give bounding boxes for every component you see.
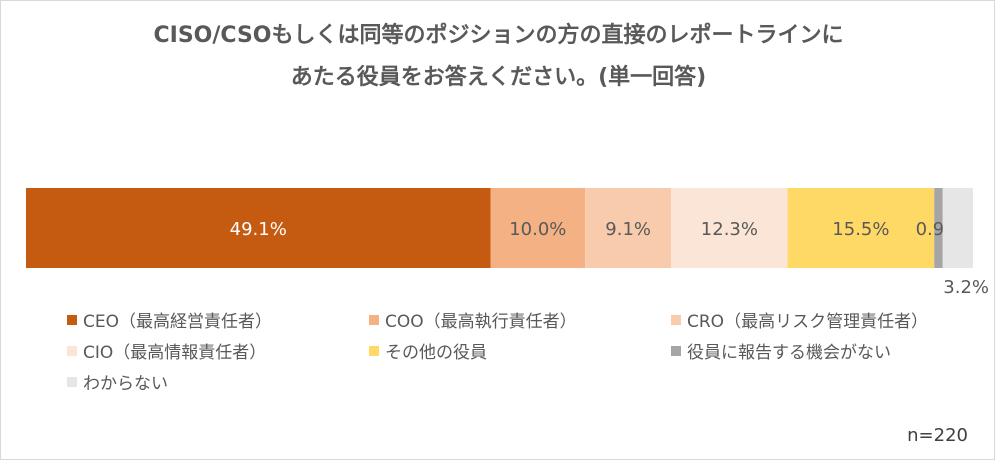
legend-item-1: CEO（最高経営責任者）: [67, 307, 272, 332]
sample-size-note: n=220: [907, 425, 968, 446]
legend-item-2: COO（最高執行責任者）: [369, 307, 577, 332]
bar-segment-2: [490, 188, 586, 268]
data-label-7: 3.2%: [943, 277, 989, 298]
bar-segment-6: [934, 188, 943, 268]
legend-label: CRO（最高リスク管理責任者）: [687, 312, 929, 332]
data-label-5: 15.5%: [832, 219, 889, 240]
stacked-bar-chart: 49.1% 10.0% 9.1% 12.3% 15.5% 0.9%3.2%: [26, 188, 989, 298]
legend-swatch: [671, 314, 681, 325]
legend-swatch: [369, 345, 379, 356]
bar-segment-3: [585, 188, 672, 268]
legend-label: CIO（最高情報責任者）: [83, 343, 267, 363]
data-label-2: 10.0%: [509, 219, 566, 240]
bar-segment-4: [671, 188, 788, 268]
legend-item-7: わからない: [67, 369, 168, 394]
legend-label: COO（最高執行責任者）: [385, 312, 577, 332]
data-label-1: 49.1%: [230, 219, 287, 240]
chart-title-line-1: CISO/CSOもしくは同等のポジションの方の直接のレポートラインに: [153, 23, 844, 48]
legend-label: わからない: [83, 374, 168, 394]
legend-item-5: その他の役員: [369, 338, 487, 363]
legend-item-3: CRO（最高リスク管理責任者）: [671, 307, 928, 332]
legend-label: その他の役員: [385, 343, 487, 363]
legend-swatch: [671, 345, 681, 356]
legend-item-6: 役員に報告する機会がない: [671, 338, 891, 363]
legend-swatch: [67, 345, 77, 356]
bar-segment-5: [787, 188, 935, 268]
bar-segment-1: [26, 188, 491, 268]
bar-segment-7: [942, 188, 973, 268]
data-label-4: 12.3%: [701, 219, 758, 240]
legend-label: CEO（最高経営責任者）: [83, 312, 272, 332]
legend-swatch: [369, 314, 379, 325]
legend-label: 役員に報告する機会がない: [687, 343, 891, 363]
legend-swatch: [67, 314, 77, 325]
legend-item-4: CIO（最高情報責任者）: [67, 338, 266, 363]
chart-title: CISO/CSOもしくは同等のポジションの方の直接のレポートラインに あたる役員…: [1, 15, 995, 99]
legend-swatch: [67, 376, 77, 387]
data-label-3: 9.1%: [605, 219, 651, 240]
chart-title-line-2: あたる役員をお答えください。(単一回答): [290, 65, 707, 90]
